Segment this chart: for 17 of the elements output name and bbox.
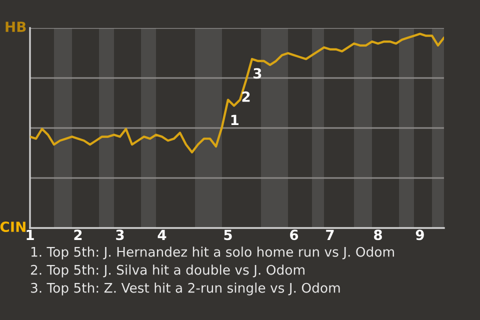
x-tick-label: 8: [374, 230, 382, 240]
x-tick-label: 1: [26, 230, 34, 240]
x-tick-label: 3: [116, 230, 124, 240]
text: 2. Top 5th: J. Silva hit a double vs J. Odom: [30, 264, 304, 278]
text: HB: [6, 22, 26, 32]
x-tick-label: 2: [74, 230, 82, 240]
x-tick-label: 7: [326, 230, 334, 240]
annotation: 3: [254, 68, 262, 79]
x-tick-label: 6: [290, 230, 298, 240]
annotation: 2: [242, 91, 250, 102]
x-tick-label: 4: [158, 230, 166, 240]
x-tick-label: 5: [224, 230, 232, 240]
text: 1. Top 5th: J. Hernandez hit a solo home run vs J. Odom: [31, 246, 394, 260]
text: 3. Top 5th: Z. Vest hit a 2-run single vs J. Odom: [31, 282, 340, 296]
x-tick-label: 9: [416, 230, 424, 240]
text: CIN: [0, 222, 26, 232]
annotation: 1: [231, 114, 239, 126]
